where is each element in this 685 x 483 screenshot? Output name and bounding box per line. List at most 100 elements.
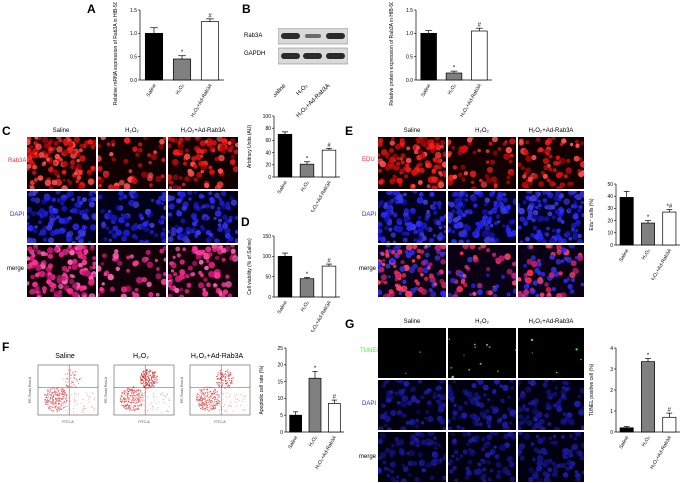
cell-nucleus (380, 279, 385, 284)
cell-nucleus (392, 479, 397, 482)
event-dot (71, 394, 73, 396)
cell-nucleus (426, 162, 433, 169)
cell-nucleus (428, 288, 433, 293)
event-dot (53, 401, 54, 403)
event-dot (56, 391, 58, 393)
event-dot (152, 408, 154, 410)
event-dot (49, 389, 51, 391)
event-dot (136, 392, 138, 394)
event-dot (63, 407, 65, 408)
event-dot (154, 373, 156, 374)
cell-nucleus (459, 251, 464, 256)
cell-nucleus (159, 138, 165, 145)
event-dot (87, 398, 89, 400)
cell-nucleus (456, 425, 461, 430)
event-dot (216, 401, 218, 403)
cell-nucleus (518, 277, 522, 282)
event-dot (207, 397, 209, 399)
bar-a-0 (144, 32, 164, 81)
event-dot (209, 408, 211, 410)
event-dot (44, 394, 46, 395)
event-dot (204, 404, 206, 406)
cell-nucleus (518, 162, 522, 167)
event-dot (47, 396, 49, 398)
cell-nucleus (486, 160, 490, 164)
event-dot (199, 403, 200, 405)
cell-nucleus (578, 157, 583, 161)
cell-nucleus (487, 216, 493, 221)
event-dot (153, 400, 155, 402)
cell-nucleus (385, 245, 391, 248)
cell-nucleus (42, 237, 48, 243)
cell-nucleus (458, 239, 464, 243)
event-dot (219, 401, 221, 402)
cell-nucleus (451, 229, 456, 234)
cell-nucleus (214, 185, 222, 189)
event-dot (207, 390, 209, 391)
cell-nucleus (67, 191, 74, 197)
cell-nucleus (522, 174, 527, 179)
event-dot (56, 399, 58, 401)
cell-nucleus (378, 426, 384, 430)
event-dot (154, 378, 156, 380)
cell-nucleus (466, 137, 473, 143)
cell-nucleus (529, 245, 534, 249)
cell-nucleus (549, 254, 555, 260)
cell-nucleus (396, 161, 401, 166)
event-dot (45, 401, 47, 403)
event-dot (120, 394, 122, 396)
event-dot (213, 403, 215, 405)
cell-nucleus (168, 230, 171, 234)
event-dot (57, 387, 59, 389)
cell-nucleus (502, 224, 506, 228)
event-dot (216, 376, 218, 378)
cell-nucleus (450, 398, 455, 403)
event-dot (143, 380, 145, 382)
event-dot (132, 390, 134, 392)
cell-nucleus (467, 447, 472, 452)
event-dot (221, 372, 223, 374)
event-dot (212, 405, 214, 407)
event-dot (137, 394, 139, 395)
cell-nucleus (126, 268, 131, 273)
event-dot (55, 398, 56, 400)
cell-nucleus (544, 413, 550, 419)
event-dot (128, 390, 129, 392)
cell-nucleus (92, 197, 96, 202)
event-dot (145, 370, 147, 372)
cell-nucleus (202, 148, 208, 154)
event-dot (238, 399, 240, 401)
cell-nucleus (44, 211, 49, 216)
cell-nucleus (34, 197, 41, 204)
cell-nucleus (437, 405, 445, 413)
cell-nucleus (495, 461, 502, 468)
cell-nucleus (433, 282, 438, 286)
event-dot (48, 400, 50, 402)
cell-nucleus (506, 268, 513, 275)
cell-nucleus (46, 157, 50, 162)
y-tick-label: 20 (277, 363, 283, 369)
cell-nucleus (507, 407, 512, 412)
cell-nucleus (122, 194, 128, 199)
micrograph (378, 245, 446, 297)
event-dot (231, 381, 233, 383)
event-dot (197, 394, 199, 396)
cell-nucleus (474, 343, 476, 346)
cell-nucleus (462, 273, 467, 278)
event-dot (204, 394, 205, 396)
event-dot (60, 388, 62, 390)
cell-nucleus (71, 197, 75, 202)
cell-nucleus (77, 195, 81, 200)
event-dot (213, 399, 215, 401)
cell-nucleus (435, 220, 442, 226)
cell-nucleus (112, 257, 116, 261)
event-dot (168, 399, 169, 401)
micrograph (378, 328, 446, 378)
cell-nucleus (572, 213, 579, 220)
cell-nucleus (437, 205, 442, 210)
event-dot (137, 407, 139, 409)
cell-nucleus (110, 214, 118, 222)
event-dot (217, 372, 219, 374)
cell-nucleus (401, 463, 406, 468)
cell-nucleus (154, 258, 159, 263)
